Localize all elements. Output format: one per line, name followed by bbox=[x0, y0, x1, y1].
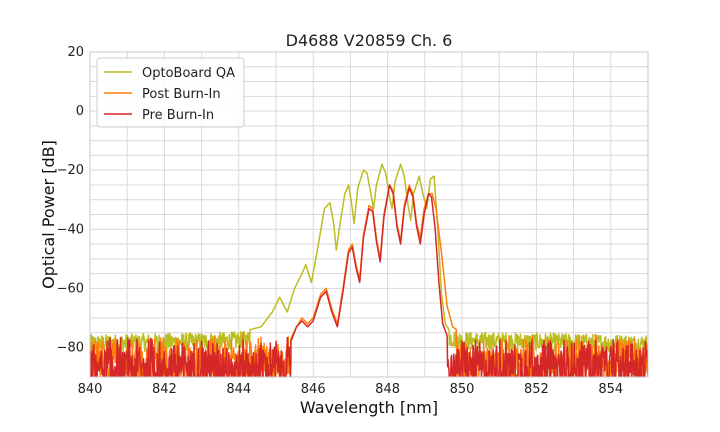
tick-labels: 840 842 844 846 848 850 852 854 20 0 −20 −40 −60 −80 bbox=[57, 45, 624, 397]
y-tick-label: −80 bbox=[57, 340, 84, 355]
legend-box bbox=[96, 57, 245, 128]
x-axis-label: Wavelength [nm] bbox=[300, 398, 438, 417]
y-tick-label: 0 bbox=[76, 104, 84, 119]
chart-title: D4688 V20859 Ch. 6 bbox=[286, 31, 453, 50]
x-tick-label: 848 bbox=[375, 382, 400, 397]
plot-frame bbox=[89, 51, 649, 378]
legend-label: Pre Burn-In bbox=[142, 108, 214, 123]
y-tick-label: −60 bbox=[57, 281, 84, 296]
legend-label: OptoBoard QA bbox=[142, 66, 235, 81]
legend-label: Post Burn-In bbox=[142, 87, 221, 102]
y-tick-label: −20 bbox=[57, 163, 84, 178]
x-tick-label: 850 bbox=[450, 382, 475, 397]
x-tick-label: 842 bbox=[152, 382, 177, 397]
x-tick-label: 840 bbox=[78, 382, 103, 397]
series-line bbox=[90, 184, 648, 377]
x-tick-label: 854 bbox=[598, 382, 623, 397]
y-tick-label: −40 bbox=[57, 222, 84, 237]
series-line bbox=[90, 163, 648, 354]
y-axis-label: Optical Power [dB] bbox=[39, 140, 58, 289]
series-layer bbox=[90, 163, 648, 377]
legend: OptoBoard QA Post Burn-In Pre Burn-In bbox=[96, 57, 245, 128]
x-tick-label: 852 bbox=[524, 382, 549, 397]
y-tick-label: 20 bbox=[67, 45, 84, 60]
x-tick-label: 844 bbox=[226, 382, 251, 397]
x-tick-label: 846 bbox=[301, 382, 326, 397]
